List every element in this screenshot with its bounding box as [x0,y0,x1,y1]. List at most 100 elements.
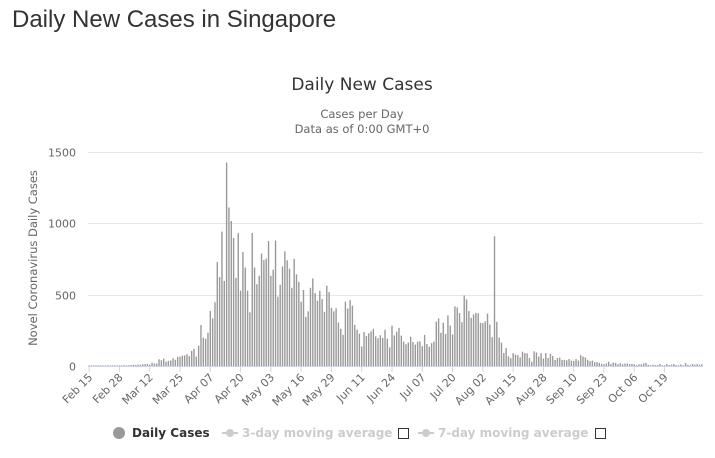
bar[interactable] [158,359,160,366]
bar[interactable] [614,362,617,366]
bar[interactable] [540,353,542,366]
bar[interactable] [605,363,608,366]
bar[interactable] [253,267,256,366]
bar[interactable] [426,344,428,366]
bar[interactable] [393,335,396,366]
bar[interactable] [118,365,121,366]
bar[interactable] [305,316,307,366]
bar[interactable] [547,358,549,366]
bar[interactable] [135,365,137,366]
bar[interactable] [88,365,90,366]
bar[interactable] [663,365,666,366]
bar[interactable] [183,355,186,366]
bar[interactable] [211,318,214,366]
bar[interactable] [388,347,391,366]
bar[interactable] [216,262,218,366]
bar[interactable] [500,342,503,366]
bar[interactable] [589,361,591,366]
bar[interactable] [125,365,128,366]
bar[interactable] [451,334,454,366]
bar[interactable] [232,238,235,366]
bar[interactable] [489,324,491,366]
bar[interactable] [621,364,624,366]
bar[interactable] [109,365,111,366]
bar[interactable] [176,356,179,366]
bar[interactable] [170,360,172,366]
bar[interactable] [575,359,577,366]
bar[interactable] [577,360,580,366]
bar[interactable] [633,364,635,366]
bar[interactable] [97,365,100,366]
bar[interactable] [649,365,652,366]
bar[interactable] [593,362,596,366]
bar[interactable] [656,365,659,366]
bar[interactable] [172,358,174,366]
bar[interactable] [316,300,319,366]
bar[interactable] [582,356,584,366]
bar[interactable] [267,241,270,366]
bar[interactable] [484,321,486,366]
bar[interactable] [514,354,517,366]
bar[interactable] [90,365,93,366]
bar[interactable] [144,364,146,366]
bar[interactable] [640,364,642,366]
bar[interactable] [533,351,535,366]
bar[interactable] [545,353,547,366]
bar[interactable] [246,290,249,366]
bar[interactable] [326,285,328,366]
bar[interactable] [631,363,633,366]
bar[interactable] [554,360,556,366]
bar[interactable] [174,359,177,366]
bar[interactable] [321,299,323,366]
bar[interactable] [319,290,321,366]
bar[interactable] [384,329,386,366]
bar[interactable] [475,312,477,366]
bar[interactable] [272,269,274,366]
bar[interactable] [524,353,526,366]
bar[interactable] [149,364,151,366]
bar[interactable] [465,299,468,366]
bar[interactable] [458,313,461,366]
bar[interactable] [538,356,540,366]
bar[interactable] [405,344,407,366]
bar[interactable] [573,361,575,366]
bar[interactable] [668,365,670,366]
bar[interactable] [358,333,361,366]
bar[interactable] [696,364,698,366]
checkbox-7-day-average[interactable] [595,428,606,439]
bar[interactable] [542,358,545,366]
bar[interactable] [419,341,421,366]
bar[interactable] [265,258,267,366]
bar[interactable] [337,322,340,366]
bar[interactable] [314,293,316,366]
bar[interactable] [412,342,414,366]
bar[interactable] [207,332,209,366]
bar[interactable] [100,365,102,366]
bar[interactable] [430,343,433,366]
bar[interactable] [146,364,149,366]
bar[interactable] [284,251,286,366]
bar[interactable] [416,341,419,366]
bar[interactable] [512,353,514,366]
bar[interactable] [190,350,193,366]
bar[interactable] [116,365,118,366]
bar[interactable] [470,317,472,366]
bar[interactable] [93,365,95,366]
bar[interactable] [160,360,163,366]
bar[interactable] [107,365,109,366]
bar[interactable] [349,300,351,366]
bar[interactable] [442,322,444,366]
bar[interactable] [682,365,684,366]
bar[interactable] [104,365,107,366]
bar[interactable] [617,364,619,366]
bar[interactable] [330,307,333,366]
bar[interactable] [444,333,447,366]
bar[interactable] [386,338,389,366]
bar[interactable] [689,365,691,366]
bar[interactable] [519,357,521,366]
bar[interactable] [142,364,144,366]
bar[interactable] [531,361,533,366]
bar[interactable] [435,321,437,366]
bar[interactable] [528,358,531,366]
bar[interactable] [407,342,410,366]
